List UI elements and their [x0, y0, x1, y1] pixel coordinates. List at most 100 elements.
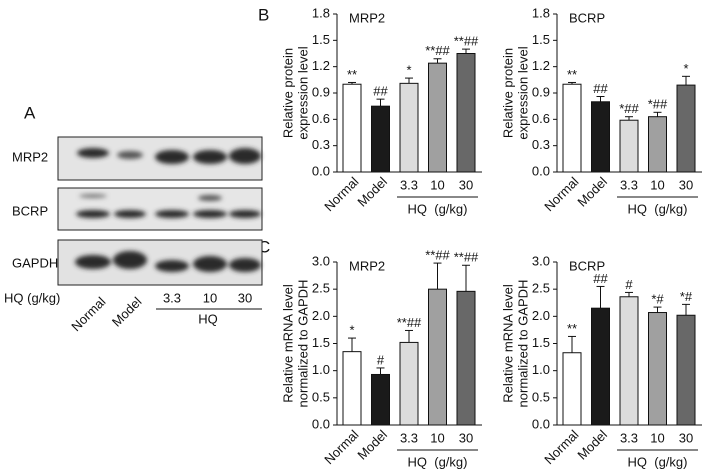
annotation: **## — [425, 43, 450, 58]
bar — [399, 341, 419, 426]
x-tick-label: Normal — [541, 427, 581, 467]
y-tick-label: 2.5 — [312, 281, 330, 296]
x-tick-label: Normal — [321, 427, 361, 467]
annotation: # — [377, 352, 385, 367]
y-tick-label: 1.5 — [532, 335, 550, 350]
x-tick-label: 3.3 — [400, 177, 418, 192]
y-tick-label: 2.0 — [312, 308, 330, 323]
bar — [456, 290, 476, 426]
y-tick-label: 0.3 — [532, 137, 550, 152]
bar — [562, 83, 582, 173]
y-tick-label: 1.0 — [312, 362, 330, 377]
y-tick-label: 0.0 — [532, 416, 550, 431]
y-tick-label: 2.5 — [532, 281, 550, 296]
blot-row-label: MRP2 — [12, 149, 48, 164]
bar — [676, 84, 696, 173]
group-label: HQ (g/kg) — [408, 454, 468, 469]
lane-label: 10 — [203, 290, 217, 305]
bar — [619, 296, 639, 426]
x-tick-label: 30 — [459, 177, 473, 192]
x-tick-label: Normal — [321, 174, 361, 214]
y-tick-label: 3.0 — [532, 253, 550, 268]
x-tick-label: Model — [354, 427, 390, 463]
y-tick-label: 0.0 — [532, 163, 550, 178]
chart-title: MRP2 — [349, 258, 385, 273]
x-tick-label: Normal — [541, 174, 581, 214]
y-axis-label: normalized to GAPDH — [515, 280, 530, 408]
x-tick-label: 10 — [430, 177, 444, 192]
annotation: **## — [454, 250, 479, 265]
x-tick-label: 30 — [459, 430, 473, 445]
annotation: ** — [567, 67, 577, 82]
annotation: ## — [373, 84, 388, 99]
annotation: ** — [347, 67, 357, 82]
annotation: *# — [680, 289, 693, 304]
panel-label: B — [258, 5, 269, 24]
y-tick-label: 1.8 — [312, 5, 330, 20]
annotation: * — [406, 63, 411, 78]
annotation: **## — [425, 248, 450, 263]
bar — [428, 62, 447, 173]
y-axis-label: Relative protein — [280, 48, 295, 138]
bar — [428, 288, 447, 426]
bar — [648, 116, 667, 173]
panel-label: A — [24, 103, 36, 122]
bar — [591, 101, 610, 173]
x-tick-label: Model — [574, 427, 610, 463]
annotation: # — [625, 277, 633, 292]
lane-label: 30 — [238, 290, 252, 305]
group-label: HQ — [198, 311, 218, 326]
x-tick-label: 3.3 — [620, 430, 638, 445]
y-tick-label: 0.5 — [312, 389, 330, 404]
x-tick-label: 3.3 — [400, 430, 418, 445]
bar — [342, 351, 362, 426]
y-axis-label: expression level — [515, 46, 530, 139]
y-tick-label: 2.0 — [532, 308, 550, 323]
group-label: HQ (g/kg) — [628, 454, 688, 469]
annotation: *## — [619, 101, 639, 116]
blot-images — [57, 136, 263, 286]
bar — [648, 312, 667, 426]
x-tick-label: Model — [354, 174, 390, 210]
bar — [619, 119, 639, 173]
lane-label: 3.3 — [163, 290, 181, 305]
y-axis-label: Relative protein — [500, 48, 515, 138]
annotation: ## — [593, 81, 608, 96]
group-label: HQ (g/kg) — [408, 201, 468, 216]
y-tick-label: 1.2 — [532, 58, 550, 73]
blot-row-label: GAPDH — [12, 255, 58, 270]
y-axis-label: Relative mRNA level — [280, 284, 295, 403]
x-tick-label: Model — [574, 174, 610, 210]
chart-title: BCRP — [569, 258, 605, 273]
y-tick-label: 0.9 — [532, 84, 550, 99]
y-tick-label: 1.5 — [532, 32, 550, 47]
y-tick-label: 1.2 — [312, 58, 330, 73]
y-tick-label: 0.3 — [312, 137, 330, 152]
y-tick-label: 1.8 — [532, 5, 550, 20]
bar — [456, 53, 476, 173]
bar — [591, 307, 610, 426]
y-axis-label: expression level — [295, 46, 310, 139]
annotation: *## — [648, 97, 668, 112]
y-axis-label: normalized to GAPDH — [295, 280, 310, 408]
bar — [371, 373, 390, 426]
y-tick-label: 0.5 — [532, 389, 550, 404]
x-tick-label: 10 — [430, 430, 444, 445]
y-tick-label: 0.0 — [312, 416, 330, 431]
annotation: * — [349, 323, 354, 338]
y-tick-label: 1.0 — [532, 362, 550, 377]
x-tick-label: 3.3 — [620, 177, 638, 192]
bar — [371, 105, 390, 173]
annotation: * — [683, 61, 688, 76]
y-axis-label: Relative mRNA level — [500, 284, 515, 403]
annotation: ## — [593, 271, 608, 286]
dose-label: HQ (g/kg) — [4, 290, 60, 305]
chart-title: MRP2 — [349, 10, 385, 25]
y-tick-label: 0.9 — [312, 84, 330, 99]
x-tick-label: 10 — [650, 177, 664, 192]
y-tick-label: 0.0 — [312, 163, 330, 178]
bar — [399, 82, 419, 173]
x-tick-label: 10 — [650, 430, 664, 445]
y-tick-label: 0.6 — [312, 111, 330, 126]
